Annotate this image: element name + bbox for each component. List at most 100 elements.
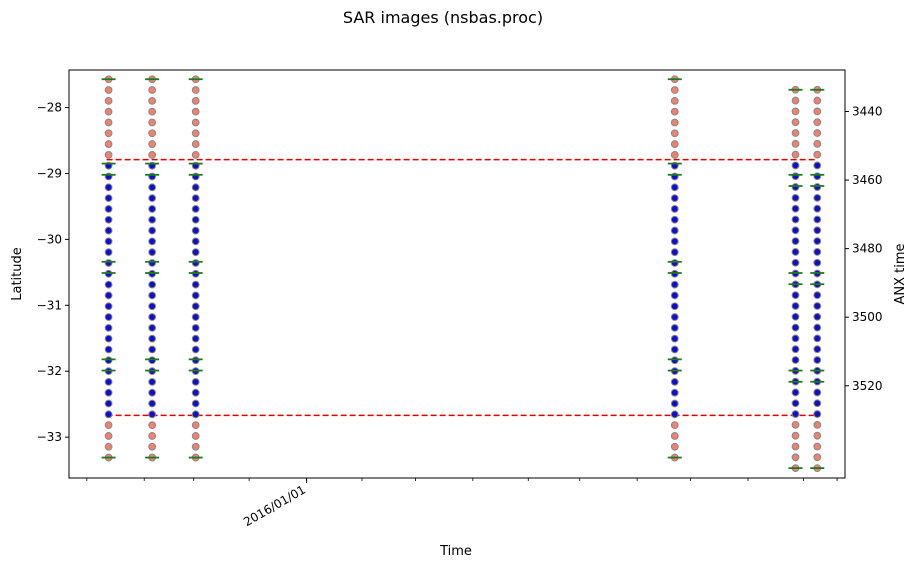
data-point [191,150,200,159]
data-point [191,96,200,105]
data-point [148,323,157,332]
data-point [813,172,822,181]
data-point [104,248,113,257]
data-point [813,431,822,440]
data-point [148,334,157,343]
image-column [788,85,803,473]
data-point [104,226,113,235]
data-point [791,237,800,246]
data-point [791,183,800,191]
data-marks [101,75,825,473]
data-point [191,356,200,365]
data-point [191,334,200,343]
data-point [148,432,157,440]
data-point [191,194,200,203]
data-point [104,280,113,289]
data-point [791,420,800,429]
data-point [813,410,822,418]
data-point [670,291,679,300]
data-point [813,215,822,224]
data-point [104,96,113,105]
data-point [670,377,679,386]
data-point [104,140,113,148]
data-point [791,312,800,321]
data-point [148,237,157,246]
y2-axis: 3440 3460 3480 3500 3520 [845,104,883,393]
data-point [813,204,822,213]
data-point [813,150,822,159]
data-point [791,258,800,267]
data-point [813,453,822,462]
data-point [791,118,800,127]
plot-area [68,69,846,479]
data-point [813,139,822,148]
data-point [148,280,157,289]
data-point [791,453,800,462]
image-column [101,75,116,462]
data-point [670,432,679,440]
y2-tick-label: 3480 [852,242,883,256]
data-point [148,442,157,451]
data-point [670,334,679,343]
data-point [191,140,200,148]
data-point [670,421,679,430]
data-point [191,302,200,311]
data-point [813,356,822,364]
data-point [791,410,800,418]
data-point [791,248,800,256]
data-point [191,323,200,332]
data-point [791,96,800,105]
data-point [191,377,200,386]
data-point [104,399,113,408]
data-point [670,226,679,235]
data-point [670,248,679,257]
data-point [813,118,822,127]
data-point [148,150,157,159]
data-point [191,259,200,267]
data-point [148,291,157,300]
data-point [670,194,679,203]
data-point [191,86,200,94]
data-point [191,345,200,354]
y2-tick-label: 3460 [852,173,883,187]
data-point [104,86,113,94]
data-point [670,345,679,354]
y-tick-label: −28 [37,101,62,115]
data-point [670,399,679,408]
data-point [104,432,113,440]
data-point [148,96,157,105]
data-point [148,345,157,354]
chart-title: SAR images (nsbas.proc) [343,8,543,27]
y2-tick-label: 3440 [852,104,883,118]
data-point [104,183,113,192]
image-column [145,75,160,462]
data-point [148,129,157,138]
data-point [104,410,113,419]
y-tick-label: −33 [37,430,62,444]
image-column [810,85,825,473]
data-point [148,183,157,192]
data-point [813,161,822,170]
data-point [670,205,679,213]
data-point [104,313,113,321]
x-axis-label: Time [439,544,472,559]
data-point [813,107,822,116]
data-point [191,226,200,235]
data-point [670,96,679,105]
data-point [148,399,157,408]
y2-axis-label: ANX time [893,243,908,304]
data-point [791,215,800,224]
data-point [670,388,679,397]
data-point [191,280,200,289]
data-point [148,421,157,430]
data-point [191,410,200,419]
data-point [670,302,679,311]
data-point [191,183,200,192]
data-point [104,194,113,203]
data-point [148,215,157,224]
data-point [191,313,200,321]
data-point [813,226,822,235]
data-point [670,118,679,127]
data-point [104,356,113,365]
data-point [104,237,113,246]
